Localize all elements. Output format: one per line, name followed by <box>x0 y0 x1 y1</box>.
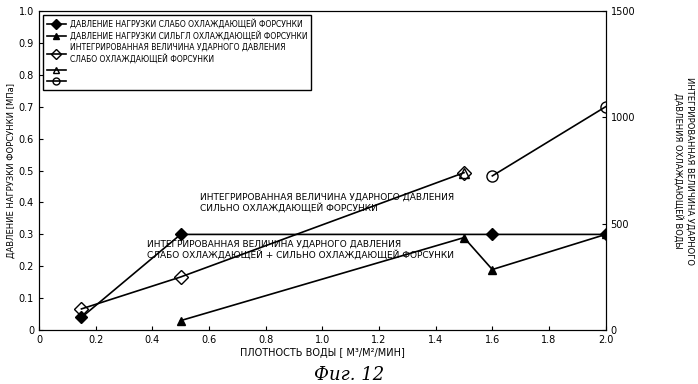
Y-axis label: ИНТЕГРИРОВАННАЯ ВЕЛИЧИНА УДАРНОГО
ДАВЛЕНИЯ ОХЛАЖДАЮЩЕЙ ВОДЫ: ИНТЕГРИРОВАННАЯ ВЕЛИЧИНА УДАРНОГО ДАВЛЕН… <box>674 76 694 265</box>
Text: Фиг. 12: Фиг. 12 <box>314 366 384 384</box>
Text: ИНТЕГРИРОВАННАЯ ВЕЛИЧИНА УДАРНОГО ДАВЛЕНИЯ
СИЛЬНО ОХЛАЖДАЮЩЕЙ ФОРСУНКИ: ИНТЕГРИРОВАННАЯ ВЕЛИЧИНА УДАРНОГО ДАВЛЕН… <box>200 192 454 213</box>
Y-axis label: ДАВЛЕНИЕ НАГРУЗКИ ФОРСУНКИ [МПа]: ДАВЛЕНИЕ НАГРУЗКИ ФОРСУНКИ [МПа] <box>7 83 16 258</box>
Legend: ДАВЛЕНИЕ НАГРУЗКИ СЛАБО ОХЛАЖДАЮЩЕЙ ФОРСУНКИ, ДАВЛЕНИЕ НАГРУЗКИ СИЛЬГЛ ОХЛАЖДАЮЩ: ДАВЛЕНИЕ НАГРУЗКИ СЛАБО ОХЛАЖДАЮЩЕЙ ФОРС… <box>43 15 311 90</box>
Text: ИНТЕГРИРОВАННАЯ ВЕЛИЧИНА УДАРНОГО ДАВЛЕНИЯ
СЛАБО ОХЛАЖДАЮЩЕЙ + СИЛЬНО ОХЛАЖДАЮЩЕ: ИНТЕГРИРОВАННАЯ ВЕЛИЧИНА УДАРНОГО ДАВЛЕН… <box>147 239 454 260</box>
X-axis label: ПЛОТНОСТЬ ВОДЫ [ М³/М²/МИН]: ПЛОТНОСТЬ ВОДЫ [ М³/М²/МИН] <box>240 348 405 358</box>
